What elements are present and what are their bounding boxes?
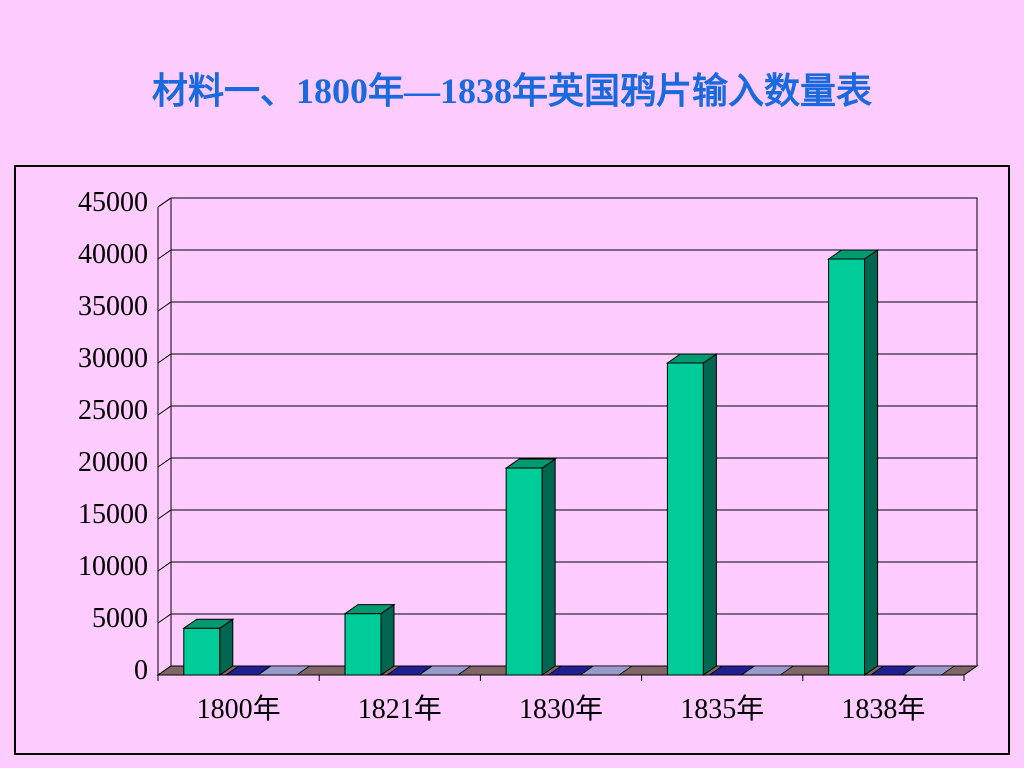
bar-front xyxy=(344,613,382,676)
slide-title: 材料一、1800年—1838年英国鸦片输入数量表 xyxy=(151,71,872,111)
bar xyxy=(665,353,718,676)
y-tick-label: 25000 xyxy=(78,395,148,426)
axes xyxy=(157,197,965,681)
bar xyxy=(343,603,396,676)
gridline-side xyxy=(157,301,172,312)
gridline-side xyxy=(157,249,172,260)
bar-front xyxy=(666,362,704,676)
y-tick-label: 30000 xyxy=(78,343,148,374)
x-tick-label: 1830年 xyxy=(519,693,603,725)
bar xyxy=(182,618,235,676)
gridline-side xyxy=(157,353,172,364)
bar-top xyxy=(504,458,557,469)
gridline-side xyxy=(157,561,172,572)
bar-top xyxy=(826,249,880,260)
gridline-side xyxy=(157,613,172,624)
x-tick-labels: 1800年 1821年 1830年 1835年 1838年 xyxy=(197,693,926,725)
bar-top xyxy=(182,618,235,629)
y-tick-label: 5000 xyxy=(92,603,148,634)
bar xyxy=(826,249,880,676)
y-tick-label: 40000 xyxy=(78,239,148,270)
x-tick-label: 1835年 xyxy=(680,693,764,725)
y-tick-label: 45000 xyxy=(78,187,148,218)
y-tick-label: 10000 xyxy=(78,551,148,582)
gridline-side xyxy=(157,457,172,468)
bar-top xyxy=(665,353,718,364)
gridline-side xyxy=(157,509,172,520)
gridline-side xyxy=(157,405,172,416)
x-tick-label: 1800年 xyxy=(197,693,281,725)
bar-side xyxy=(864,249,879,676)
bar-front xyxy=(183,627,221,676)
y-tick-label: 35000 xyxy=(78,291,148,322)
y-tick-labels: 0 5000 10000 15000 20000 25000 30000 35000 40000… xyxy=(78,187,148,686)
y-tick-label: 0 xyxy=(134,655,148,686)
bar-front xyxy=(505,467,543,676)
bar-front xyxy=(828,258,866,676)
y-tick-label: 20000 xyxy=(78,447,148,478)
y-axis-top xyxy=(157,197,172,208)
bar-side xyxy=(702,353,717,676)
bar-side xyxy=(219,618,234,676)
y-tick-label: 15000 xyxy=(78,499,148,530)
x-tick-label: 1838年 xyxy=(841,693,925,725)
bars xyxy=(182,249,880,676)
bar-top xyxy=(343,604,396,615)
bar xyxy=(504,458,557,676)
bar-side xyxy=(380,603,395,676)
x-tick-label: 1821年 xyxy=(358,693,442,725)
bar-side xyxy=(541,458,556,676)
